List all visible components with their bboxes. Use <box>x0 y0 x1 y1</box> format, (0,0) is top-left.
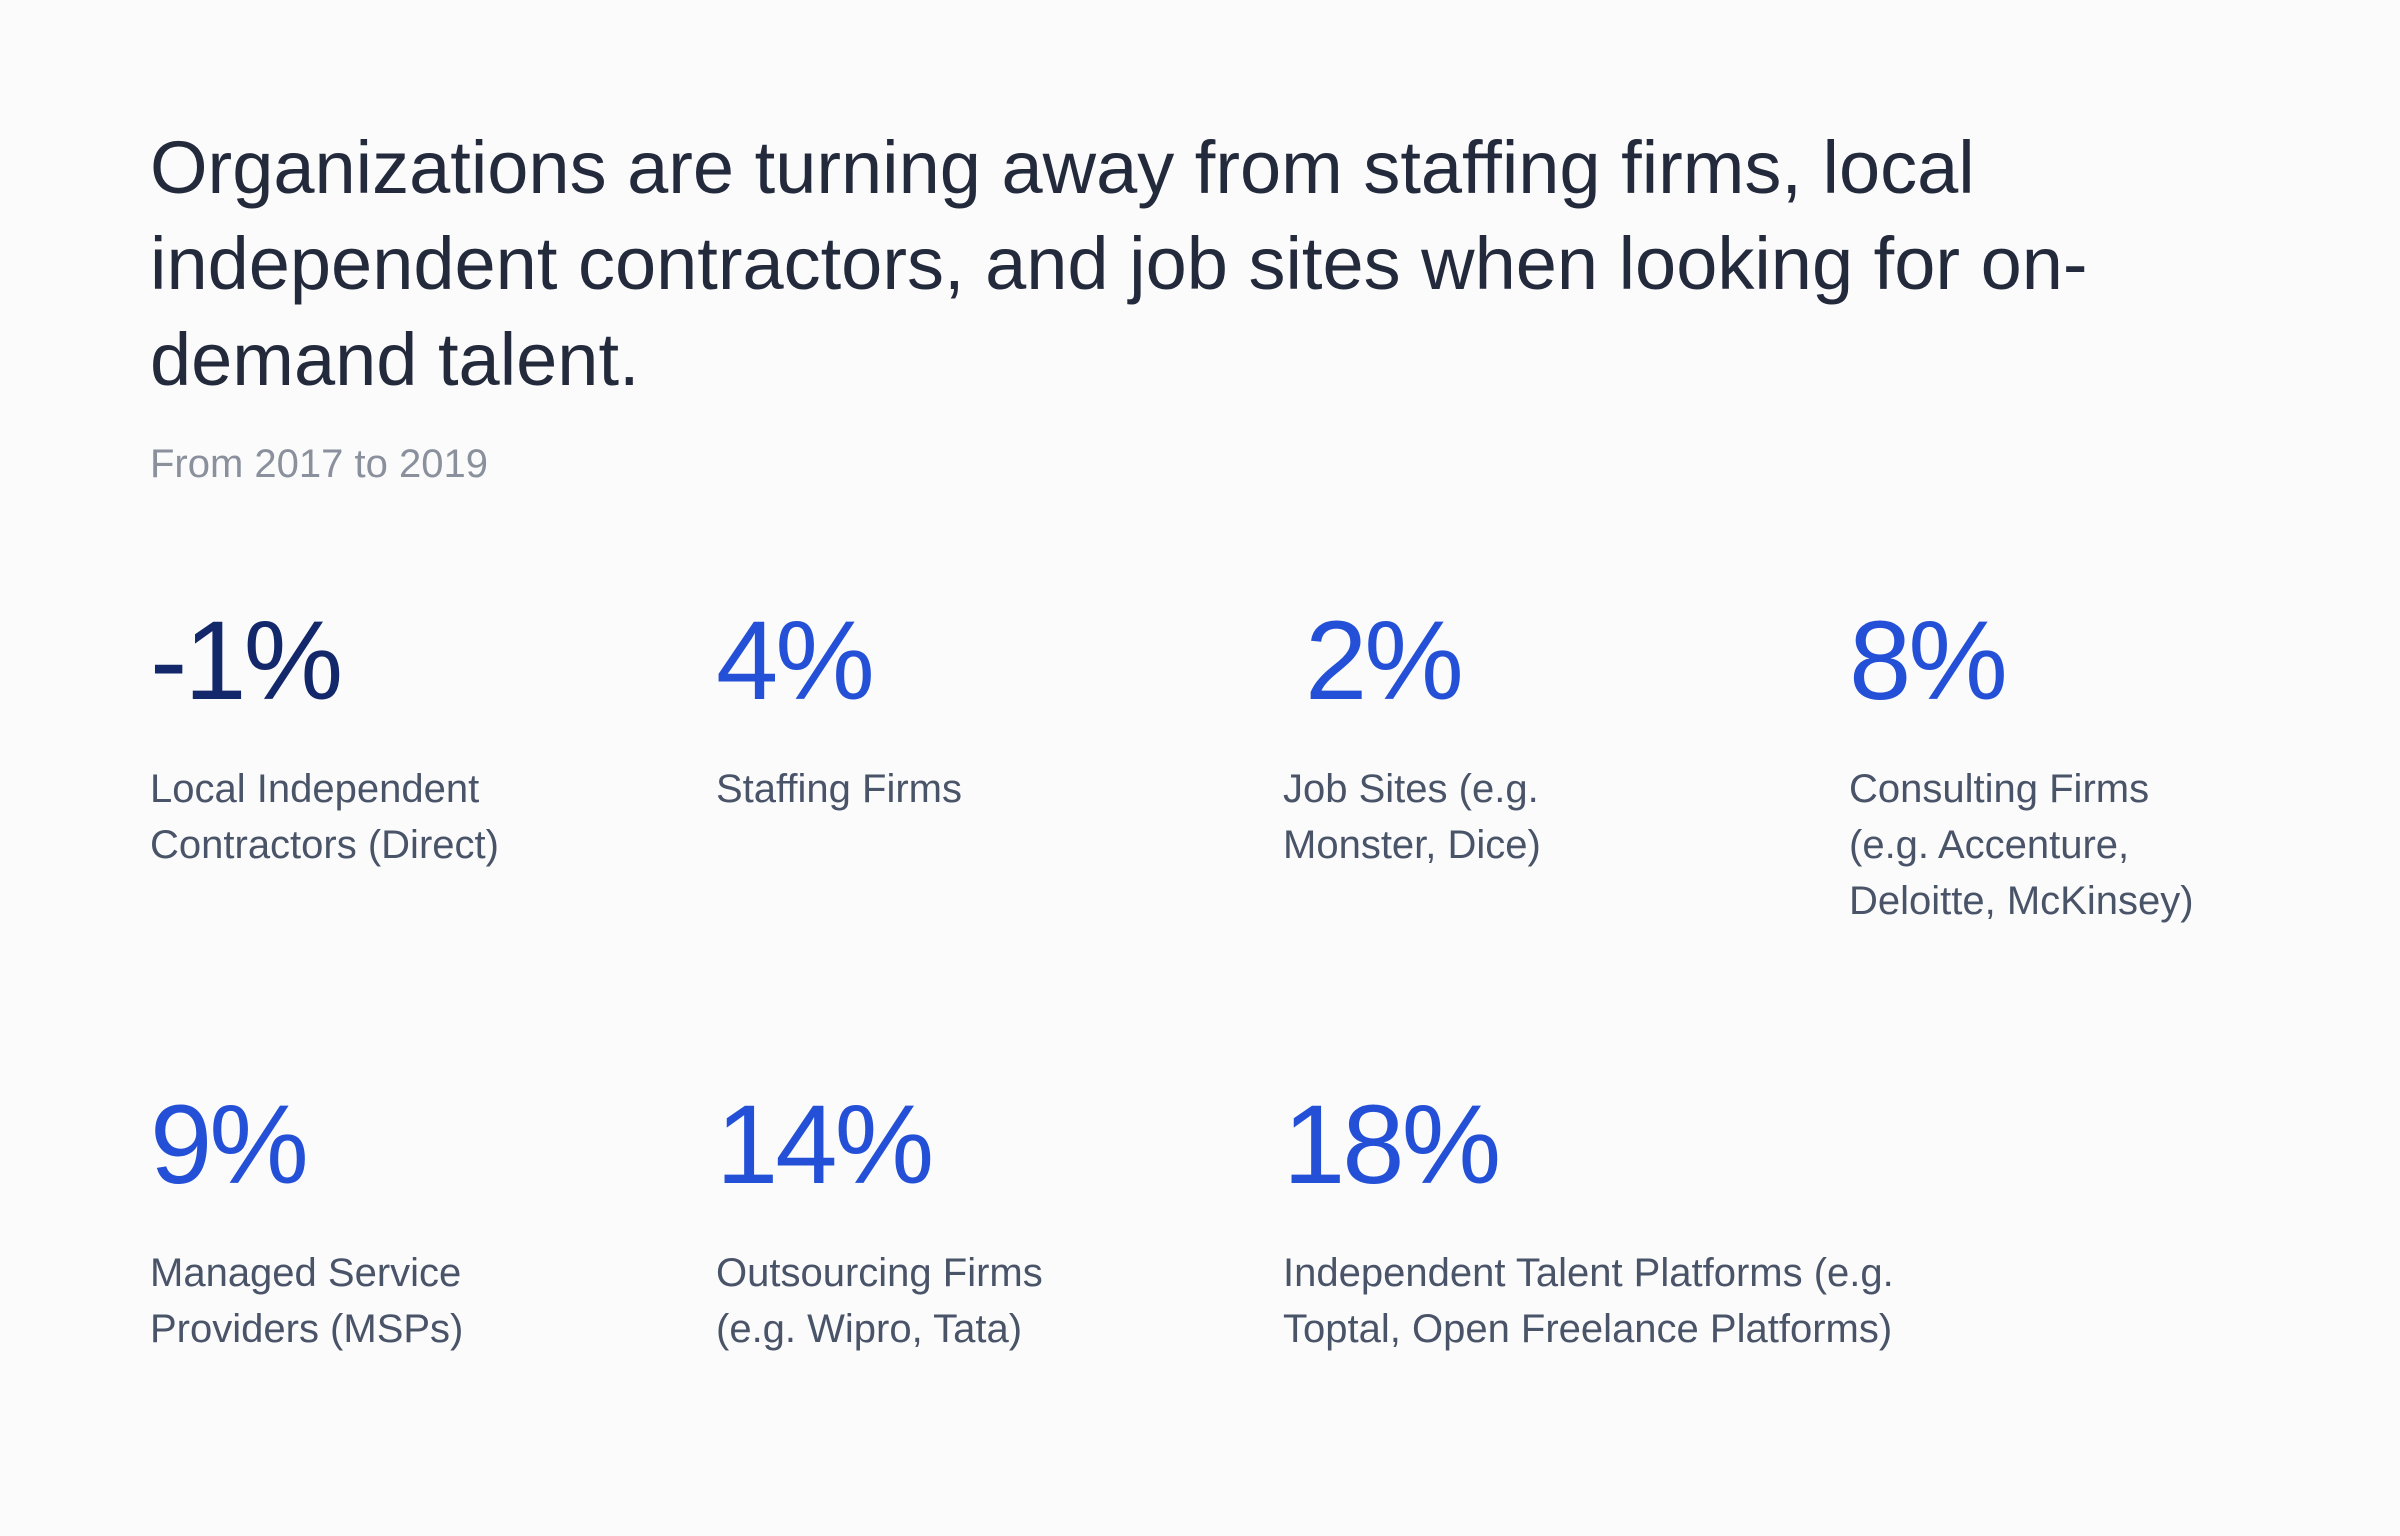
stat-label-line: Monster, Dice) <box>1283 823 1541 867</box>
stat-label: Local Independent Contractors (Direct) <box>150 761 690 873</box>
stat-label-line: Toptal, Open Freelance Platforms) <box>1283 1307 1893 1351</box>
stat-job-sites: 2% Job Sites (e.g. Monster, Dice) <box>1283 605 1823 873</box>
stat-label-line: Contractors (Direct) <box>150 823 499 867</box>
stat-label-line: Deloitte, McKinsey) <box>1849 879 2194 923</box>
stat-independent-talent-platforms: 18% Independent Talent Platforms (e.g. T… <box>1283 1089 2083 1357</box>
stat-label-line: Job Sites (e.g. <box>1283 767 1539 811</box>
stat-outsourcing-firms: 14% Outsourcing Firms (e.g. Wipro, Tata) <box>716 1089 1256 1357</box>
stat-label: Managed Service Providers (MSPs) <box>150 1245 690 1357</box>
stat-consulting-firms: 8% Consulting Firms (e.g. Accenture, Del… <box>1849 605 2389 929</box>
stat-managed-service-providers: 9% Managed Service Providers (MSPs) <box>150 1089 690 1357</box>
stat-label: Job Sites (e.g. Monster, Dice) <box>1283 761 1823 873</box>
stat-value: 18% <box>1283 1082 1501 1207</box>
stat-label-line: Managed Service <box>150 1251 462 1295</box>
stat-label-line: Local Independent <box>150 767 480 811</box>
stat-label: Staffing Firms <box>716 761 1256 817</box>
stat-value: 2% <box>1305 598 1464 723</box>
stat-label: Independent Talent Platforms (e.g. Topta… <box>1283 1245 2083 1357</box>
stat-value: 14% <box>716 1082 934 1207</box>
stat-value: -1% <box>150 598 343 723</box>
stat-label: Outsourcing Firms (e.g. Wipro, Tata) <box>716 1245 1256 1357</box>
stat-label-line: Staffing Firms <box>716 767 962 811</box>
stat-value: 4% <box>716 598 875 723</box>
stat-local-independent-contractors: -1% Local Independent Contractors (Direc… <box>150 605 690 873</box>
stat-label-line: Independent Talent Platforms (e.g. <box>1283 1251 1894 1295</box>
subtitle: From 2017 to 2019 <box>150 442 488 486</box>
stat-label-line: Consulting Firms <box>1849 767 2150 811</box>
stat-label-line: (e.g. Wipro, Tata) <box>716 1307 1023 1351</box>
stat-value: 8% <box>1849 598 2008 723</box>
page-title: Organizations are turning away from staf… <box>150 126 2088 401</box>
stat-label-line: Outsourcing Firms <box>716 1251 1043 1295</box>
stat-staffing-firms: 4% Staffing Firms <box>716 605 1256 817</box>
stat-label-line: (e.g. Accenture, <box>1849 823 2130 867</box>
stat-label: Consulting Firms (e.g. Accenture, Deloit… <box>1849 761 2389 929</box>
stat-label-line: Providers (MSPs) <box>150 1307 464 1351</box>
stat-value: 9% <box>150 1082 309 1207</box>
